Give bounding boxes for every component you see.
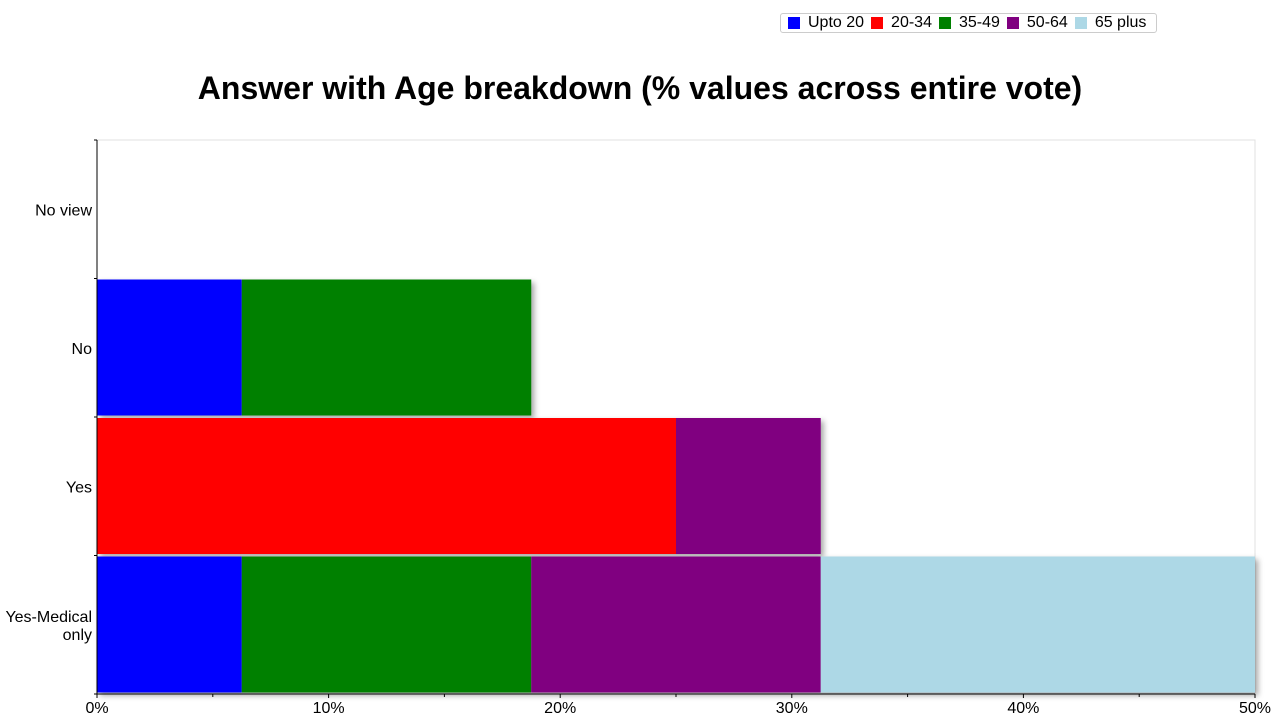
- y-tick-label: Yes-Medical only: [5, 609, 92, 644]
- x-tick-label: 20%: [544, 700, 576, 717]
- legend-label: 35-49: [958, 14, 1000, 31]
- bar-yes-medical-only-upto-20: [97, 556, 242, 693]
- bar-yes-medical-only-35-49: [241, 556, 532, 693]
- legend-label: 50-64: [1026, 14, 1068, 31]
- legend-swatch: [1006, 17, 1019, 29]
- chart-legend: Upto 20 20-34 35-49 50-64 65 plus: [780, 13, 1157, 33]
- legend-item-20-34: 20-34: [871, 14, 932, 32]
- bar-yes-medical-only-65-plus: [820, 556, 1255, 693]
- legend-item-35-49: 35-49: [938, 14, 1000, 32]
- x-tick-label: 10%: [313, 700, 345, 717]
- bar-group-no: [97, 279, 532, 416]
- bar-no-35-49: [241, 279, 532, 416]
- legend-label: 20-34: [891, 14, 932, 31]
- legend-label: Upto 20: [808, 14, 865, 31]
- legend-swatch: [788, 17, 800, 29]
- legend-swatch: [1074, 17, 1087, 29]
- legend-item-upto-20: Upto 20: [788, 14, 864, 32]
- y-tick-label: No view: [35, 202, 92, 219]
- bar-no-upto-20: [97, 279, 242, 416]
- x-tick-label: 50%: [1239, 700, 1271, 717]
- legend-item-65-plus: 65 plus: [1074, 14, 1147, 32]
- bar-yes-20-34: [97, 418, 676, 554]
- bar-group-yes: [97, 418, 821, 554]
- x-tick-label: 30%: [776, 700, 808, 717]
- legend-item-50-64: 50-64: [1006, 14, 1068, 32]
- legend-swatch: [938, 17, 951, 29]
- x-tick-label: 0%: [85, 700, 108, 717]
- bar-yes-medical-only-50-64: [531, 556, 821, 693]
- bar-group-yes-medical-only: [97, 556, 1255, 693]
- legend-swatch: [871, 17, 884, 29]
- x-tick-label: 40%: [1007, 700, 1039, 717]
- chart-title: Answer with Age breakdown (% values acro…: [197, 70, 1083, 106]
- legend-label: 65 plus: [1094, 14, 1147, 31]
- bar-yes-50-64: [676, 418, 821, 554]
- y-tick-label: No: [72, 341, 93, 358]
- y-tick-label: Yes: [66, 479, 92, 496]
